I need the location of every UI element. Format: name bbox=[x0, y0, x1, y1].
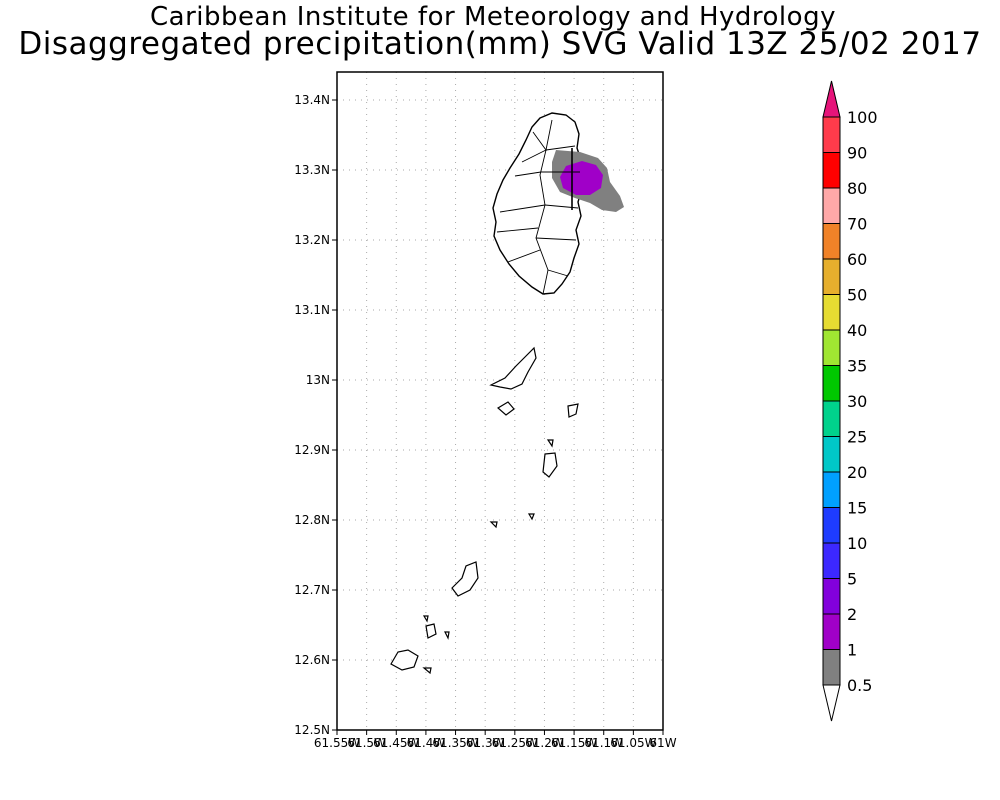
st-vincent-watersheds bbox=[496, 119, 580, 295]
chart-subtitle: Disaggregated precipitation(mm) SVG Vali… bbox=[18, 26, 982, 62]
lon-tick-label: 61.15W bbox=[551, 736, 597, 750]
lon-tick-label: 61.2W bbox=[525, 736, 564, 750]
colorbar-label: 1 bbox=[847, 641, 857, 660]
lon-tick-label: 61.3W bbox=[466, 736, 505, 750]
mustique-island bbox=[542, 452, 558, 478]
chart-title: Caribbean Institute for Meteorology and … bbox=[150, 2, 836, 32]
lon-tick-label: 61W bbox=[649, 736, 676, 750]
precip-colorbar: 100 90 80 70 60 50 40 35 30 25 20 15 10 5 2 1 0.5 bbox=[822, 80, 878, 722]
lat-tick-label: 13.2N bbox=[294, 233, 330, 247]
precip-2-5-area bbox=[560, 161, 603, 195]
colorbar-bottom-arrow bbox=[822, 684, 841, 722]
st-vincent-island bbox=[492, 112, 583, 295]
islet-3 bbox=[546, 439, 554, 448]
lon-tick-label: 61.55W bbox=[314, 736, 360, 750]
colorbar-swatch bbox=[822, 329, 841, 366]
lat-tick-label: 12.8N bbox=[294, 513, 330, 527]
colorbar-swatch bbox=[822, 294, 841, 331]
colorbar-swatch bbox=[822, 152, 841, 189]
colorbar-swatch bbox=[822, 507, 841, 544]
colorbar-top-arrow bbox=[822, 80, 841, 118]
colorbar-label: 50 bbox=[847, 286, 867, 305]
colorbar-label: 20 bbox=[847, 463, 867, 482]
lon-tick-label: 61.35W bbox=[432, 736, 478, 750]
grenadines-islands bbox=[390, 346, 579, 675]
colorbar-swatch bbox=[822, 542, 841, 579]
islet-5 bbox=[527, 513, 535, 521]
precip-area-purple bbox=[560, 161, 603, 195]
islet-4 bbox=[489, 521, 498, 529]
colorbar-label: 35 bbox=[847, 357, 867, 376]
colorbar-label: 60 bbox=[847, 250, 867, 269]
lat-tick-label: 13N bbox=[306, 373, 330, 387]
colorbar-label: 15 bbox=[847, 499, 867, 518]
islet-2 bbox=[567, 403, 579, 418]
union-island bbox=[390, 649, 419, 671]
lat-tick-label: 13.3N bbox=[294, 163, 330, 177]
colorbar-swatch bbox=[822, 400, 841, 437]
lon-tick-label: 61.5W bbox=[347, 736, 386, 750]
colorbar-label: 70 bbox=[847, 215, 867, 234]
colorbar-label: 90 bbox=[847, 144, 867, 163]
st-vincent-outline bbox=[492, 112, 583, 295]
lon-tick-label: 61.1W bbox=[584, 736, 623, 750]
bequia-island bbox=[489, 346, 537, 390]
lon-tick-label: 61.4W bbox=[407, 736, 446, 750]
map-frame bbox=[336, 71, 664, 731]
lat-tick-label: 13.1N bbox=[294, 303, 330, 317]
west-basins bbox=[496, 149, 547, 263]
colorbar-swatch bbox=[822, 471, 841, 508]
islet-8 bbox=[422, 667, 432, 675]
colorbar-label: 2 bbox=[847, 605, 857, 624]
lat-tick-label: 12.6N bbox=[294, 653, 330, 667]
colorbar-label: 40 bbox=[847, 321, 867, 340]
colorbar-label: 80 bbox=[847, 179, 867, 198]
east-basins bbox=[535, 145, 580, 277]
ridge-line bbox=[535, 149, 549, 295]
colorbar-swatch bbox=[822, 223, 841, 260]
colorbar-swatch bbox=[822, 613, 841, 650]
axis-ticks: 61.55W61.5W61.45W61.4W61.35W61.3W61.25W6… bbox=[294, 93, 676, 750]
colorbar-swatch bbox=[822, 187, 841, 224]
islet-6 bbox=[422, 615, 429, 623]
map-grid bbox=[337, 72, 663, 730]
canouan-island bbox=[451, 561, 479, 597]
lat-tick-label: 12.9N bbox=[294, 443, 330, 457]
colorbar-swatch bbox=[822, 578, 841, 615]
north-basins bbox=[532, 119, 553, 152]
lat-tick-label: 12.7N bbox=[294, 583, 330, 597]
colorbar-swatch bbox=[822, 436, 841, 473]
lon-tick-label: 61.25W bbox=[492, 736, 538, 750]
colorbar-label: 5 bbox=[847, 570, 857, 589]
islet-1 bbox=[496, 401, 515, 416]
islet-7 bbox=[444, 631, 450, 640]
lat-tick-label: 12.5N bbox=[294, 723, 330, 737]
colorbar-label: 100 bbox=[847, 108, 878, 127]
colorbar-swatch bbox=[822, 365, 841, 402]
colorbar-label: 10 bbox=[847, 534, 867, 553]
lon-tick-label: 61.05W bbox=[610, 736, 656, 750]
colorbar-label: 30 bbox=[847, 392, 867, 411]
lat-tick-label: 13.4N bbox=[294, 93, 330, 107]
colorbar-swatch bbox=[822, 649, 841, 686]
colorbar-swatch bbox=[822, 258, 841, 295]
mayreau-island bbox=[425, 623, 437, 639]
lon-tick-label: 61.45W bbox=[373, 736, 419, 750]
colorbar-label: 25 bbox=[847, 428, 867, 447]
colorbar-label: 0.5 bbox=[847, 676, 872, 695]
colorbar-swatch bbox=[822, 116, 841, 153]
